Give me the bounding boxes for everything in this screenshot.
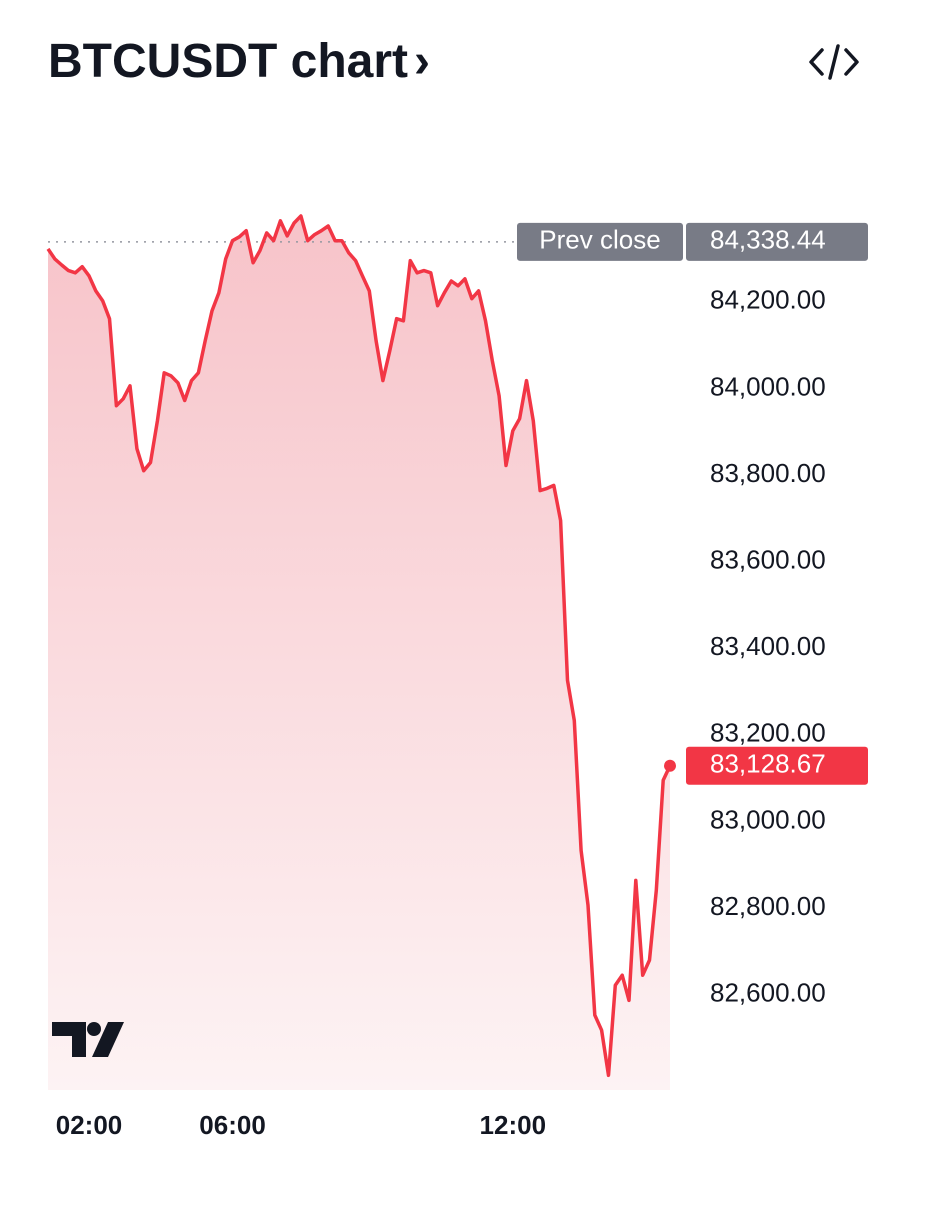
- y-tick-label: 82,800.00: [710, 891, 826, 921]
- y-tick-label: 83,400.00: [710, 631, 826, 661]
- logo-dot: [87, 1022, 101, 1036]
- title-chevron[interactable]: ›: [414, 35, 430, 88]
- y-tick-label: 84,000.00: [710, 371, 826, 401]
- last-point: [664, 759, 676, 772]
- x-tick-label: 06:00: [199, 1110, 266, 1140]
- prev-close-name: Prev close: [539, 225, 660, 255]
- plot: Prev close 84,338.44 84,200.00 84,000.00 83,…: [46, 214, 868, 1140]
- chart-title[interactable]: BTCUSDT chart ›: [48, 35, 430, 88]
- y-tick-label: 84,200.00: [710, 285, 826, 315]
- icon-left: [809, 48, 824, 76]
- y-tick-label: 83,200.00: [710, 718, 826, 748]
- logo-v: [92, 1022, 124, 1057]
- icon-slash: [828, 44, 840, 80]
- y-tick-label: 83,600.00: [710, 545, 826, 575]
- tradingview-logo: [52, 1022, 124, 1057]
- embed-icon[interactable]: [809, 44, 859, 80]
- logo-t: [52, 1022, 86, 1057]
- y-tick-label: 83,800.00: [710, 458, 826, 488]
- price-line: [46, 214, 672, 1078]
- prev-close-value: 84,338.44: [710, 225, 826, 255]
- x-tick-label: 12:00: [480, 1110, 547, 1140]
- prev-close-value-box: [686, 222, 868, 261]
- y-tick-label: 82,600.00: [710, 978, 826, 1008]
- x-tick-label: 02:00: [56, 1110, 123, 1140]
- prev-close-name-box: [517, 222, 683, 261]
- last-price-label: 83,128.67: [710, 749, 826, 779]
- y-tick-label: 83,000.00: [710, 804, 826, 834]
- icon-right: [844, 48, 859, 76]
- title-text[interactable]: BTCUSDT chart: [48, 35, 408, 88]
- last-price-box: [686, 746, 868, 785]
- area: [48, 216, 670, 1090]
